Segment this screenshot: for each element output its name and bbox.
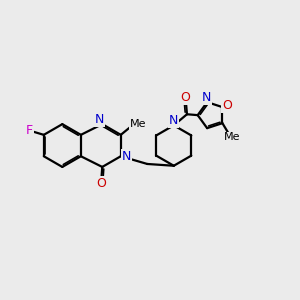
Text: F: F	[26, 124, 33, 137]
Text: O: O	[180, 91, 190, 104]
Text: N: N	[122, 150, 131, 163]
Text: Me: Me	[224, 132, 240, 142]
Text: N: N	[202, 91, 211, 104]
Text: Me: Me	[129, 119, 146, 129]
Text: O: O	[96, 177, 106, 190]
Text: N: N	[95, 113, 105, 127]
Text: O: O	[222, 99, 232, 112]
Text: N: N	[169, 114, 178, 128]
